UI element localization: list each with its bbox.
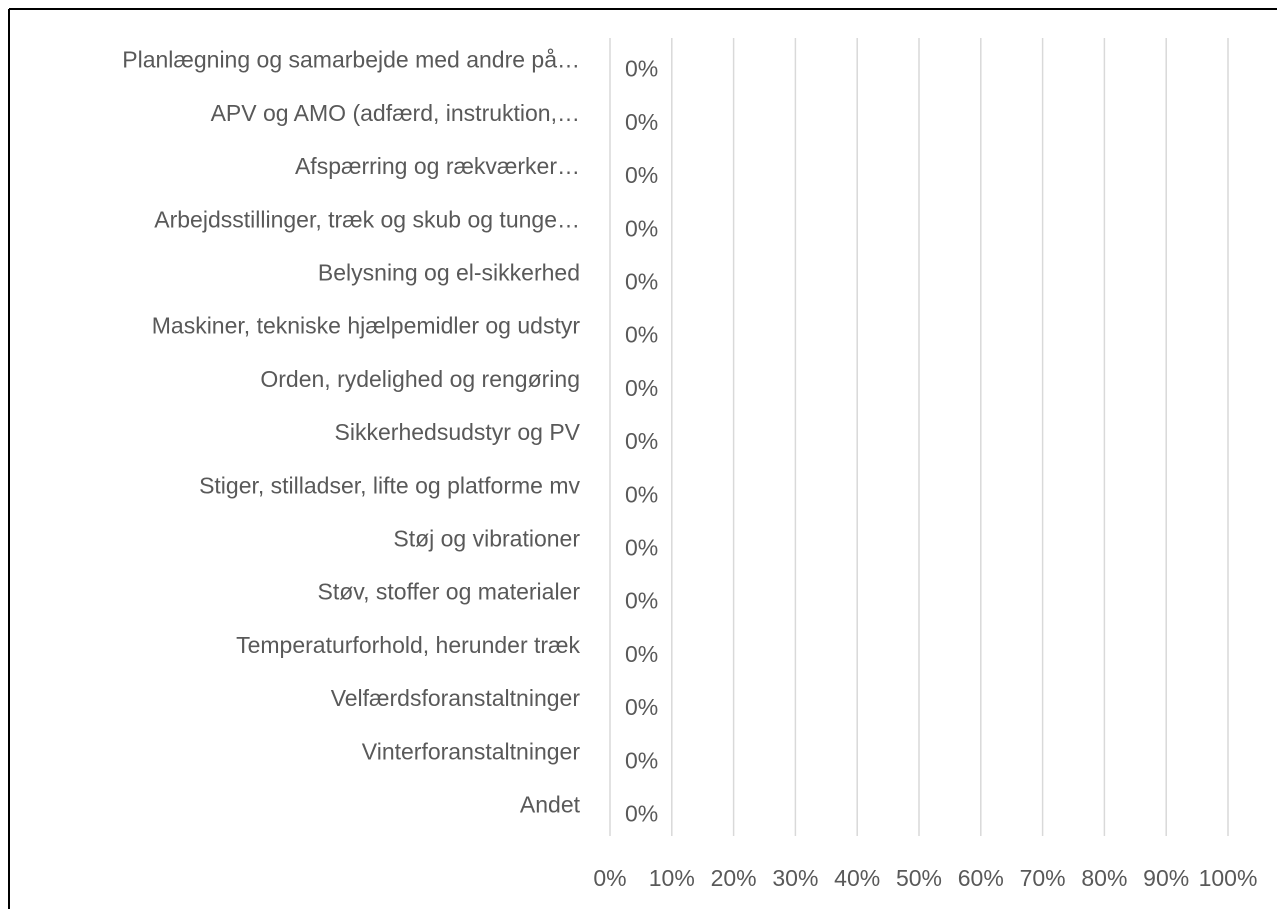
x-tick-label: 50% [896,865,942,891]
data-label: 0% [625,694,658,720]
y-tick-label: Stiger, stilladser, lifte og platforme m… [199,472,580,498]
x-tick-label: 90% [1143,865,1189,891]
y-tick-label: Afspærring og rækværker… [295,153,580,179]
y-tick-label: Orden, rydelighed og rengøring [260,366,580,392]
y-tick-label: Temperaturforhold, herunder træk [236,632,580,658]
x-tick-label: 80% [1081,865,1127,891]
data-label: 0% [625,215,658,241]
y-tick-label: Støv, stoffer og materialer [318,579,581,605]
x-tick-label: 100% [1199,865,1258,891]
x-tick-label: 30% [772,865,818,891]
data-label: 0% [625,428,658,454]
x-tick-label: 60% [958,865,1004,891]
y-tick-label: Andet [520,791,581,817]
y-tick-label: Maskiner, tekniske hjælpemidler og udsty… [152,313,581,339]
data-label: 0% [625,322,658,348]
y-tick-label: Sikkerhedsudstyr og PV [335,419,581,445]
x-tick-label: 10% [649,865,695,891]
y-tick-label: Arbejdsstillinger, træk og skub og tunge… [154,206,580,232]
x-tick-label: 0% [593,865,626,891]
y-tick-label: Belysning og el-sikkerhed [318,259,580,285]
x-tick-label: 20% [711,865,757,891]
data-label: 0% [625,109,658,135]
x-tick-label: 70% [1020,865,1066,891]
data-label: 0% [625,268,658,294]
y-tick-label: Støj og vibrationer [393,525,580,551]
data-label: 0% [625,375,658,401]
y-tick-label: APV og AMO (adfærd, instruktion,… [211,100,580,126]
y-tick-label: Vinterforanstaltninger [362,738,581,764]
y-tick-label: Planlægning og samarbejde med andre på… [122,47,580,73]
y-tick-label: Velfærdsforanstaltninger [331,685,581,711]
data-label: 0% [625,481,658,507]
data-label: 0% [625,162,658,188]
data-label: 0% [625,534,658,560]
data-label: 0% [625,747,658,773]
x-tick-label: 40% [834,865,880,891]
data-label: 0% [625,588,658,614]
data-label: 0% [625,800,658,826]
data-label: 0% [625,56,658,82]
data-label: 0% [625,641,658,667]
